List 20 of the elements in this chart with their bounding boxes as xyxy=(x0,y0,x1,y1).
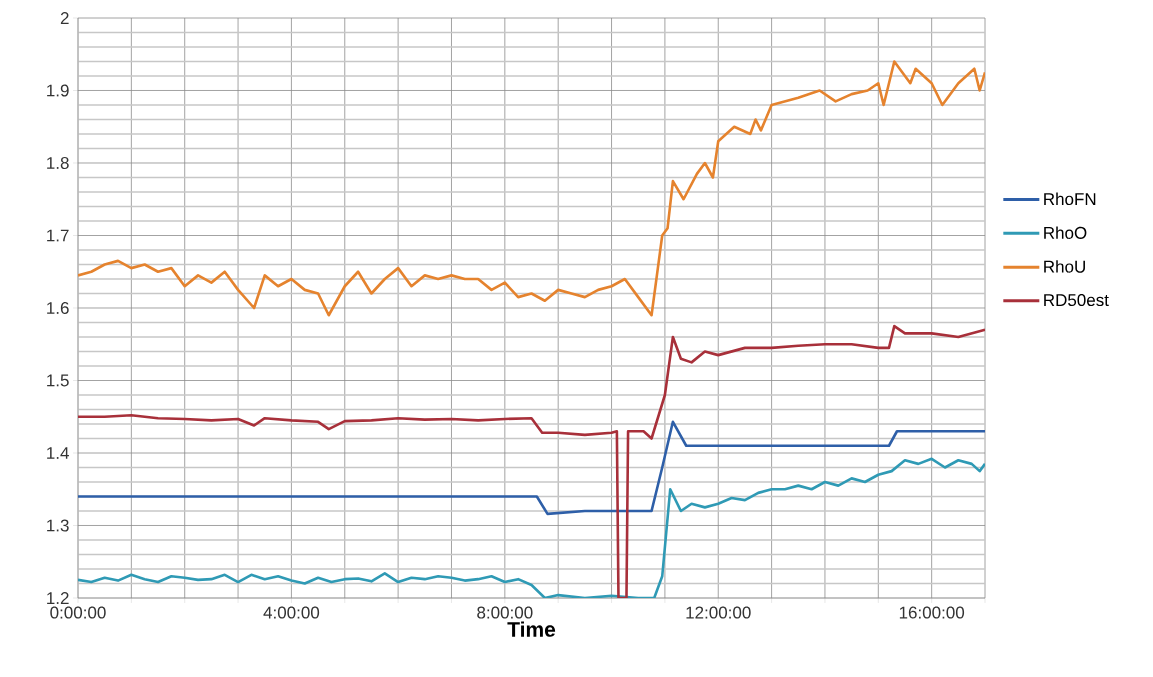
y-tick-label: 1.9 xyxy=(47,84,69,97)
x-tick-label: 8:00:00 xyxy=(477,606,533,619)
y-tick-label: 2 xyxy=(60,12,69,24)
x-tick-label: 0:00:00 xyxy=(50,606,106,619)
legend-label: RhoFN xyxy=(1044,192,1096,206)
y-tick-label: 1.6 xyxy=(47,301,69,315)
y-tick-label: 1.5 xyxy=(47,374,69,387)
legend-label: RD50est xyxy=(1044,294,1109,307)
y-tick-label: 1.7 xyxy=(47,229,69,242)
y-tick-label: 1.4 xyxy=(47,447,69,459)
y-tick-label: 1.3 xyxy=(47,519,69,532)
x-tick-label: 16:00:00 xyxy=(899,606,965,619)
legend-label: RhoU xyxy=(1044,260,1085,273)
x-axis-title: Time xyxy=(507,621,556,637)
line-series xyxy=(78,60,986,317)
y-tick-label: 1.8 xyxy=(47,156,69,170)
y-tick-label: 1.2 xyxy=(47,592,69,604)
legend-label: RhoO xyxy=(1044,226,1087,239)
x-tick-label: 4:00:00 xyxy=(263,606,320,619)
x-tick-label: 12:00:00 xyxy=(686,606,751,619)
